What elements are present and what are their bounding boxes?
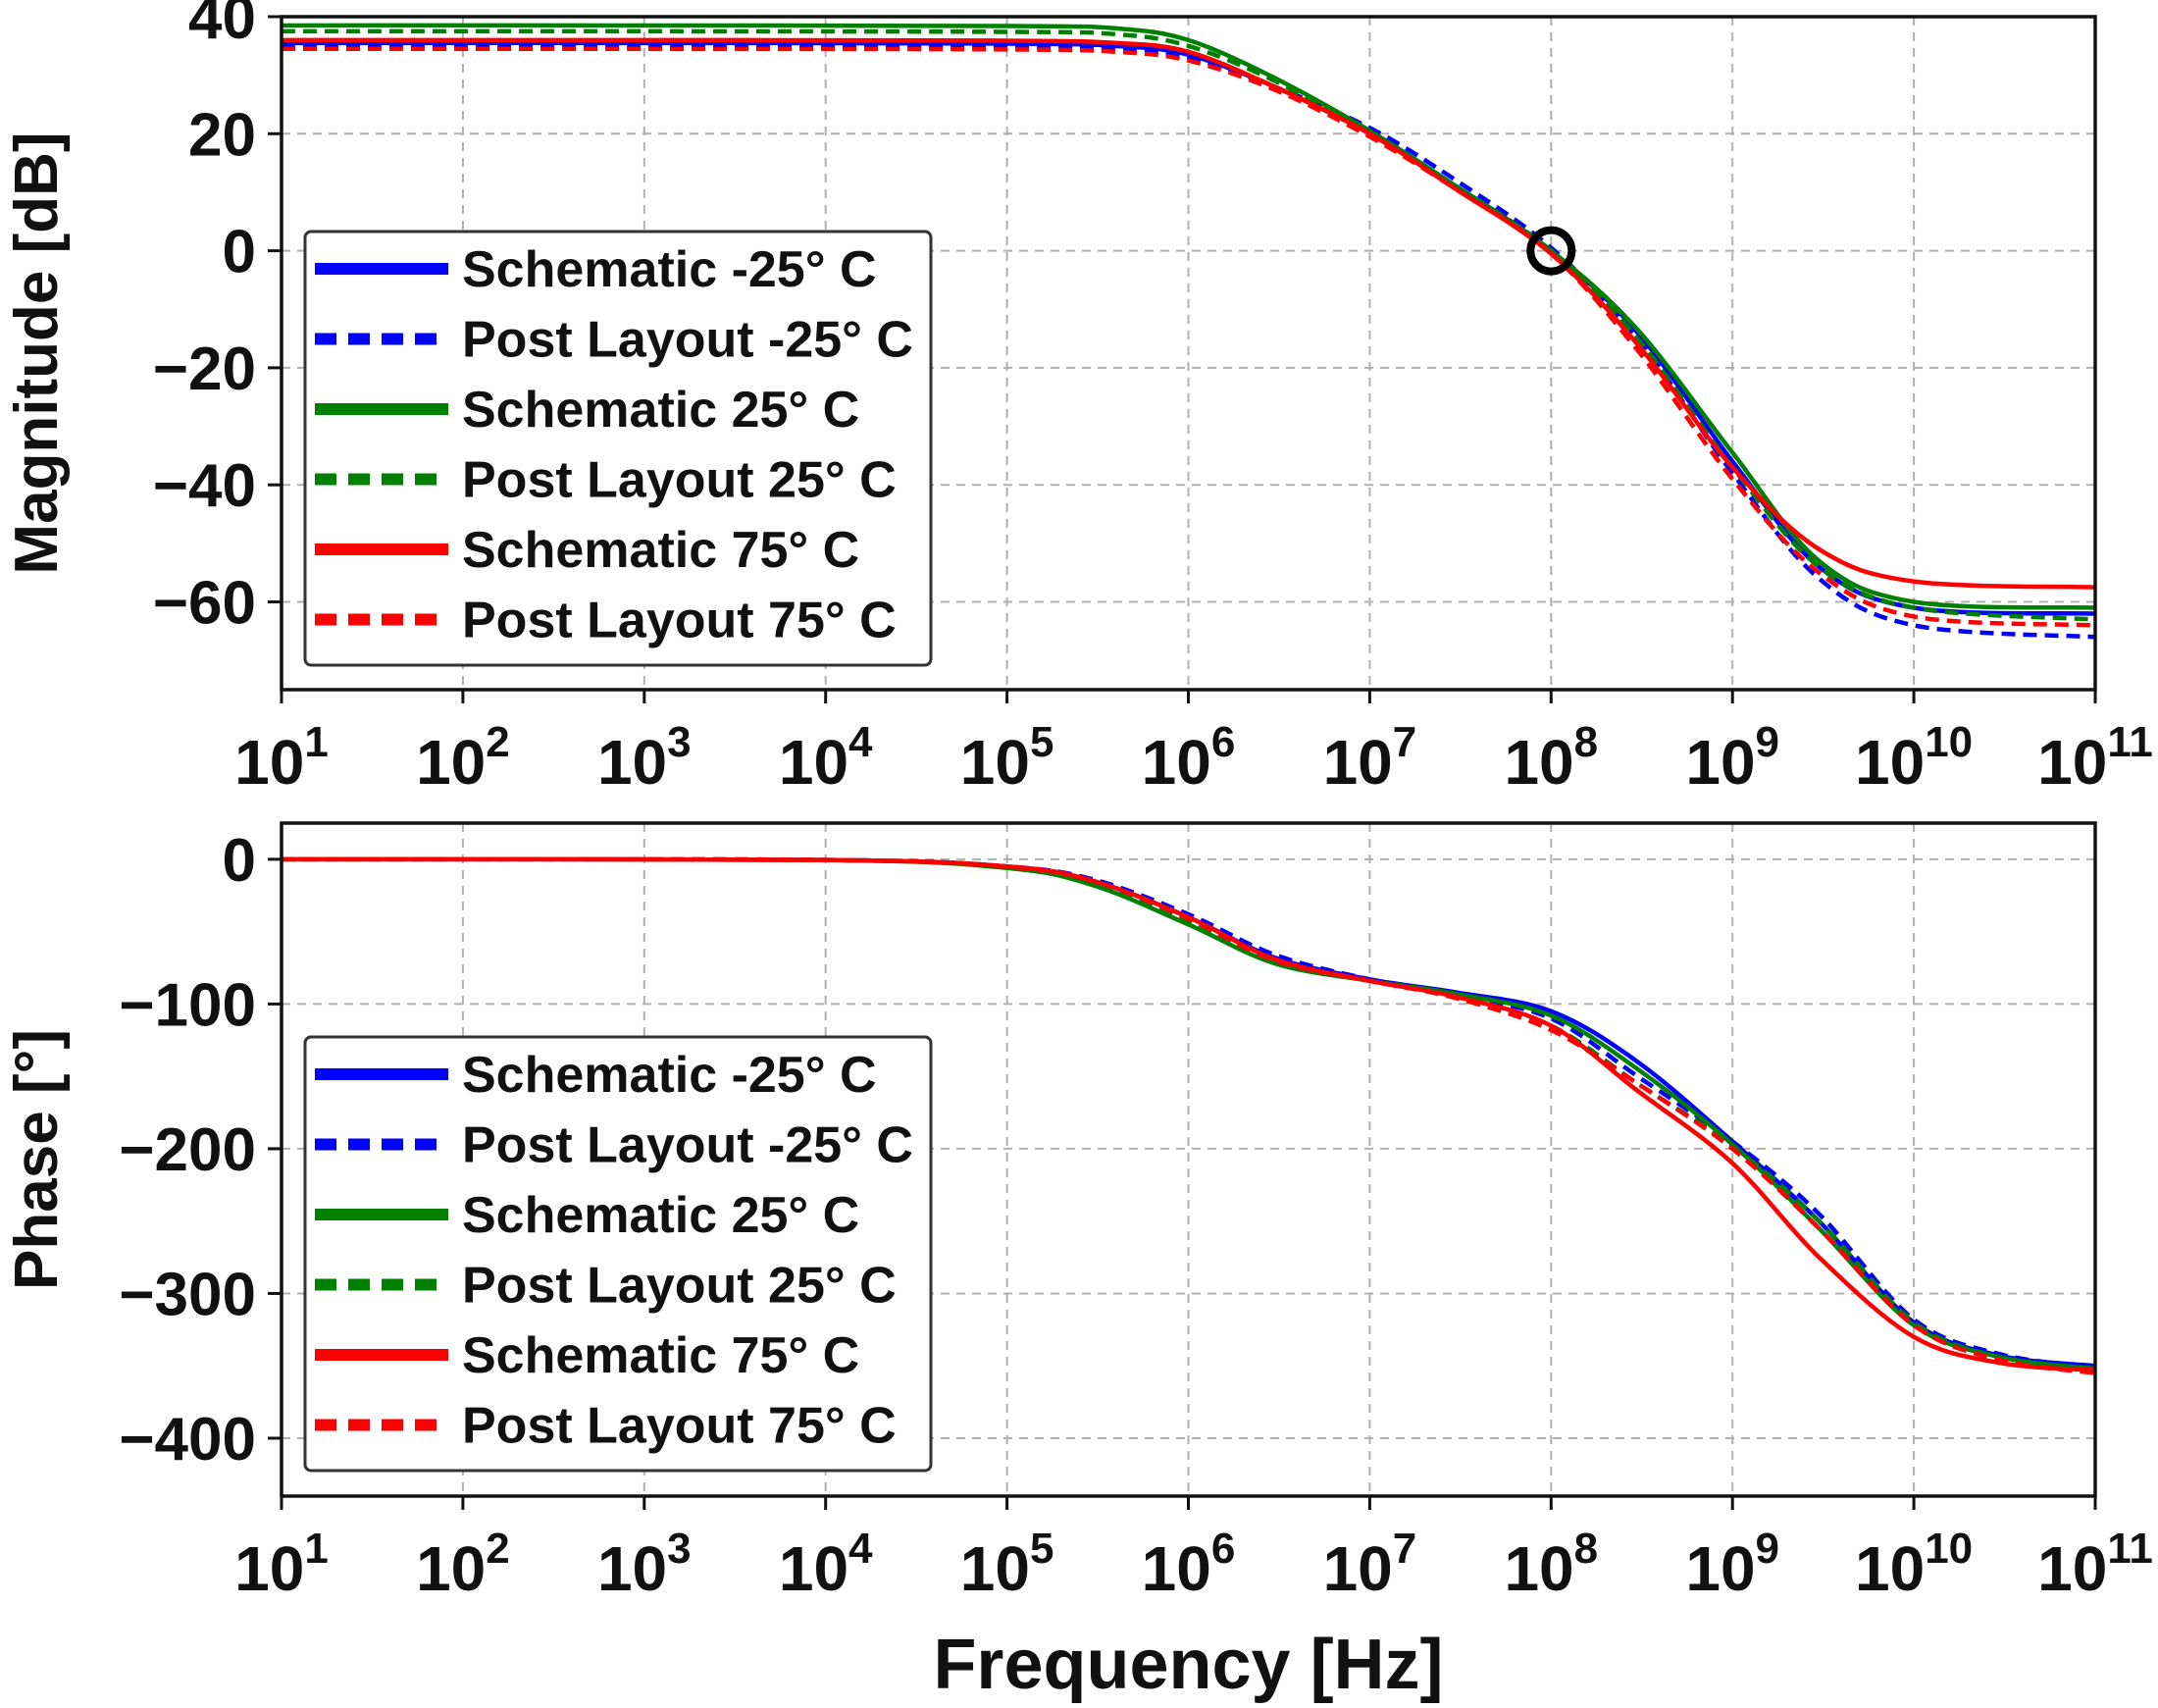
phase-xtick-label: 105 <box>960 1525 1054 1604</box>
magnitude-xtick-label: 103 <box>597 718 692 798</box>
magnitude-xtick-label: 107 <box>1323 718 1417 798</box>
phase-xtick-label: 109 <box>1685 1525 1779 1604</box>
magnitude-legend-label-schematic-25-c: Schematic -25° C <box>462 241 877 298</box>
magnitude-xtick-label: 1011 <box>2037 718 2153 798</box>
magnitude-xtick-label: 102 <box>416 718 510 798</box>
magnitude-xtick-label: 1010 <box>1855 718 1973 798</box>
magnitude-xtick-label: 101 <box>234 718 329 798</box>
phase-xtick-label: 1011 <box>2037 1525 2153 1604</box>
phase-xtick-label: 107 <box>1323 1525 1417 1604</box>
magnitude-ytick-label: −60 <box>153 570 256 638</box>
magnitude-xtick-label: 108 <box>1504 718 1598 798</box>
magnitude-legend-label-schematic-25-c: Schematic 25° C <box>462 382 859 439</box>
phase-ytick-label: −200 <box>119 1116 256 1184</box>
phase-xlabel: Frequency [Hz] <box>933 1626 1443 1704</box>
phase-legend-label-schematic-25-c: Schematic 25° C <box>462 1187 859 1244</box>
magnitude-legend-box <box>303 230 933 667</box>
magnitude-ytick-label: 20 <box>188 101 256 169</box>
magnitude-xtick-label: 105 <box>960 718 1054 798</box>
phase-ylabel: Phase [°] <box>3 1029 71 1290</box>
magnitude-ytick-label: −20 <box>153 336 256 403</box>
phase-legend: Schematic -25° C Post Layout -25° C Schema… <box>303 1035 933 1473</box>
phase-xtick-label: 101 <box>234 1525 329 1604</box>
phase-ytick-label: −100 <box>119 971 256 1039</box>
magnitude-panel: 101 102 103 104 105 106 107 108 109 1010 1011 40 20 0… <box>3 0 2153 798</box>
phase-series-group <box>282 856 2095 1375</box>
phase-legend-label-post-layout-25-c: Post Layout -25° C <box>462 1117 913 1174</box>
phase-xtick-label: 108 <box>1504 1525 1598 1604</box>
phase-xtick-label: 104 <box>779 1525 873 1604</box>
phase-legend-label-post-layout-75-c: Post Layout 75° C <box>462 1398 897 1455</box>
magnitude-xtick-label: 106 <box>1142 718 1236 798</box>
phase-legend-label-post-layout-25-c: Post Layout 25° C <box>462 1258 897 1315</box>
magnitude-xtick-label: 109 <box>1685 718 1779 798</box>
phase-series-post-layout-75-c <box>282 856 2095 1375</box>
phase-ytick-label: 0 <box>223 827 256 895</box>
phase-legend-box <box>303 1035 933 1473</box>
phase-ytick-label: −300 <box>119 1261 256 1328</box>
magnitude-legend-label-post-layout-25-c: Post Layout -25° C <box>462 312 913 369</box>
phase-legend-label-schematic-25-c: Schematic -25° C <box>462 1047 877 1104</box>
magnitude-series-group <box>282 23 2095 640</box>
phase-ytick-label: −400 <box>119 1406 256 1474</box>
magnitude-ytick-label: −40 <box>153 452 256 520</box>
magnitude-xtick-label: 104 <box>779 718 873 798</box>
magnitude-legend: Schematic -25° C Post Layout -25° C Schema… <box>303 230 933 667</box>
phase-panel: 101 102 103 104 105 106 107 108 109 1010 1011 0 −100… <box>3 821 2153 1704</box>
phase-legend-label-schematic-75-c: Schematic 75° C <box>462 1327 859 1384</box>
magnitude-ytick-label: 0 <box>223 219 256 286</box>
magnitude-circle-marker <box>1526 226 1576 276</box>
magnitude-series-schematic-75-c <box>282 37 2095 590</box>
phase-xtick-label: 106 <box>1142 1525 1236 1604</box>
magnitude-series-post-layout-25-c <box>282 43 2095 640</box>
phase-xtick-label: 103 <box>597 1525 692 1604</box>
magnitude-legend-label-post-layout-25-c: Post Layout 25° C <box>462 452 897 509</box>
magnitude-ytick-label: 40 <box>188 0 256 52</box>
magnitude-series-schematic-25-c <box>282 23 2095 610</box>
magnitude-legend-label-schematic-75-c: Schematic 75° C <box>462 522 859 579</box>
phase-xtick-label: 1010 <box>1855 1525 1973 1604</box>
phase-xtick-label: 102 <box>416 1525 510 1604</box>
magnitude-legend-label-post-layout-75-c: Post Layout 75° C <box>462 593 897 649</box>
magnitude-ylabel: Magnitude [dB] <box>3 131 71 574</box>
